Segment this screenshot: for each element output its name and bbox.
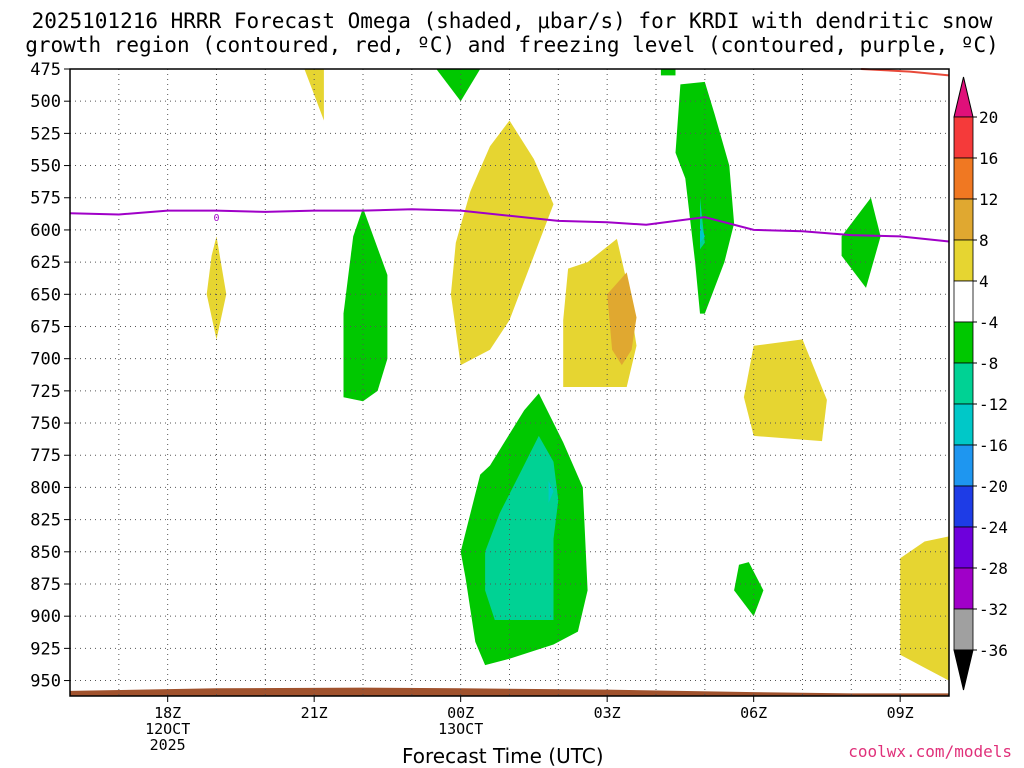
y-axis: 475 500 525 550 575 600 625 650 675 700 725 750 775 8… [30, 60, 70, 692]
freezing-level-label-bg [212, 213, 221, 222]
x-tick-label: 12OCT [145, 720, 190, 738]
x-tick-label: 06Z [740, 704, 767, 722]
colorbar-swatch [953, 485, 974, 528]
contour-lines: 0 [69, 68, 950, 243]
colorbar-label: -4 [979, 313, 998, 332]
colorbar-label: -36 [979, 641, 1008, 660]
omega-region-16 [734, 562, 764, 617]
colorbar-swatch [953, 362, 974, 405]
y-tick-label: 500 [30, 92, 61, 112]
y-tick-label: 875 [30, 575, 61, 595]
colorbar-swatch [953, 567, 974, 610]
colorbar-label: 8 [979, 231, 989, 250]
colorbar-label: -20 [979, 477, 1008, 496]
colorbar-label: -32 [979, 600, 1008, 619]
x-tick-label: 13OCT [438, 720, 483, 738]
x-axis-title: Forecast Time (UTC) [402, 744, 604, 768]
chart-title-line-2: growth region (contoured, red, ºC) and f… [25, 33, 999, 57]
y-tick-label: 850 [30, 543, 61, 563]
colorbar-swatch [953, 198, 974, 241]
site-credit[interactable]: coolwx.com/models [848, 742, 1012, 761]
omega-region-14 [485, 435, 559, 620]
omega-region-7 [660, 69, 676, 76]
y-tick-label: 925 [30, 639, 61, 659]
y-tick-label: 950 [30, 672, 61, 692]
omega-region-3 [343, 208, 388, 402]
y-tick-label: 775 [30, 446, 61, 466]
colorbar-label: -28 [979, 559, 1008, 578]
omega-region-2 [436, 69, 481, 102]
omega-region-10 [700, 223, 705, 243]
colorbar-label: -8 [979, 354, 998, 373]
y-tick-label: 700 [30, 350, 61, 370]
plot-frame [69, 68, 950, 697]
colorbar-label: -24 [979, 518, 1008, 537]
x-tick-label: 03Z [594, 704, 621, 722]
freezing-level-label: 0 [213, 213, 219, 224]
omega-region-0 [304, 69, 324, 121]
colorbar-swatch [953, 321, 974, 364]
y-tick-label: 825 [30, 511, 61, 531]
y-tick-label: 800 [30, 478, 61, 498]
colorbar-swatch [953, 526, 974, 569]
colorbar-label: 12 [979, 190, 998, 209]
dgz-contour-line [861, 68, 950, 77]
y-tick-label: 575 [30, 189, 61, 209]
colorbar-label: 16 [979, 149, 998, 168]
y-tick-label: 600 [30, 221, 61, 241]
colorbar-swatch [953, 280, 974, 323]
omega-region-8 [675, 81, 735, 314]
terrain-area [70, 687, 949, 696]
omega-region-4 [450, 120, 554, 366]
omega-region-11 [841, 197, 881, 288]
omega-region-12 [743, 339, 827, 442]
x-tick-label: 09Z [887, 704, 914, 722]
terrain-layer [70, 687, 949, 696]
colorbar-label: 4 [979, 272, 989, 291]
x-tick-label: 2025 [150, 736, 186, 754]
colorbar-swatch [953, 157, 974, 200]
colorbar-label: -12 [979, 395, 1008, 414]
y-tick-label: 650 [30, 285, 61, 305]
colorbar-swatch [953, 444, 974, 487]
omega-region-15 [548, 481, 554, 503]
freezing-level-line [69, 208, 950, 243]
colorbar-swatch [953, 116, 974, 159]
colorbar-extend-high [953, 76, 974, 118]
chart-title-line-1: 2025101216 HRRR Forecast Omega (shaded, … [31, 9, 993, 33]
omega-region-17 [900, 536, 949, 681]
y-tick-label: 750 [30, 414, 61, 434]
colorbar-swatch [953, 239, 974, 282]
y-tick-label: 675 [30, 317, 61, 337]
colorbar-swatch [953, 403, 974, 446]
colorbar: 20 16 12 8 4 -4 -8 -12 -16 -20 -24 -28 -32 -36 [953, 76, 1008, 691]
x-tick-label: 18Z [154, 704, 181, 722]
y-tick-label: 475 [30, 60, 61, 80]
colorbar-swatch [953, 608, 974, 651]
colorbar-label: -16 [979, 436, 1008, 455]
colorbar-extend-low [953, 649, 974, 691]
y-tick-label: 900 [30, 607, 61, 627]
colorbar-label: 20 [979, 108, 998, 127]
x-tick-label: 00Z [447, 704, 474, 722]
x-tick-label: 21Z [301, 704, 328, 722]
y-tick-label: 725 [30, 382, 61, 402]
y-tick-label: 550 [30, 157, 61, 177]
omega-region-6 [607, 272, 637, 366]
omega-shading [206, 69, 949, 681]
y-tick-label: 525 [30, 124, 61, 144]
y-tick-label: 625 [30, 253, 61, 273]
omega-region-1 [206, 236, 227, 340]
